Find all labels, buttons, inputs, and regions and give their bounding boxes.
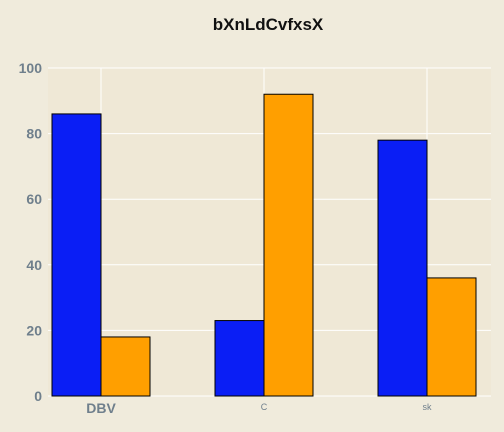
bar-DBV-series-2 (100, 336, 151, 397)
x-tick-label: C (261, 402, 268, 412)
chart-title: bXnLdCvfxsX (213, 15, 324, 34)
bar-sk-series-1 (377, 139, 428, 397)
bar-C-series-1 (214, 320, 265, 397)
y-tick-label: 80 (26, 126, 42, 142)
y-tick-label: 20 (26, 322, 42, 338)
y-axis-ticks: 0 20 40 60 80 100 (19, 60, 43, 404)
y-tick-label: 100 (19, 60, 43, 76)
y-tick-label: 0 (34, 388, 42, 404)
x-tick-label: DBV (86, 400, 116, 416)
x-tick-label: sk (423, 402, 433, 412)
bar-DBV-series-1 (51, 113, 102, 397)
bar-sk-series-2 (426, 277, 477, 397)
y-tick-label: 60 (26, 191, 42, 207)
bar-C-series-2 (263, 93, 314, 397)
bars (51, 93, 477, 397)
y-tick-label: 40 (26, 257, 42, 273)
